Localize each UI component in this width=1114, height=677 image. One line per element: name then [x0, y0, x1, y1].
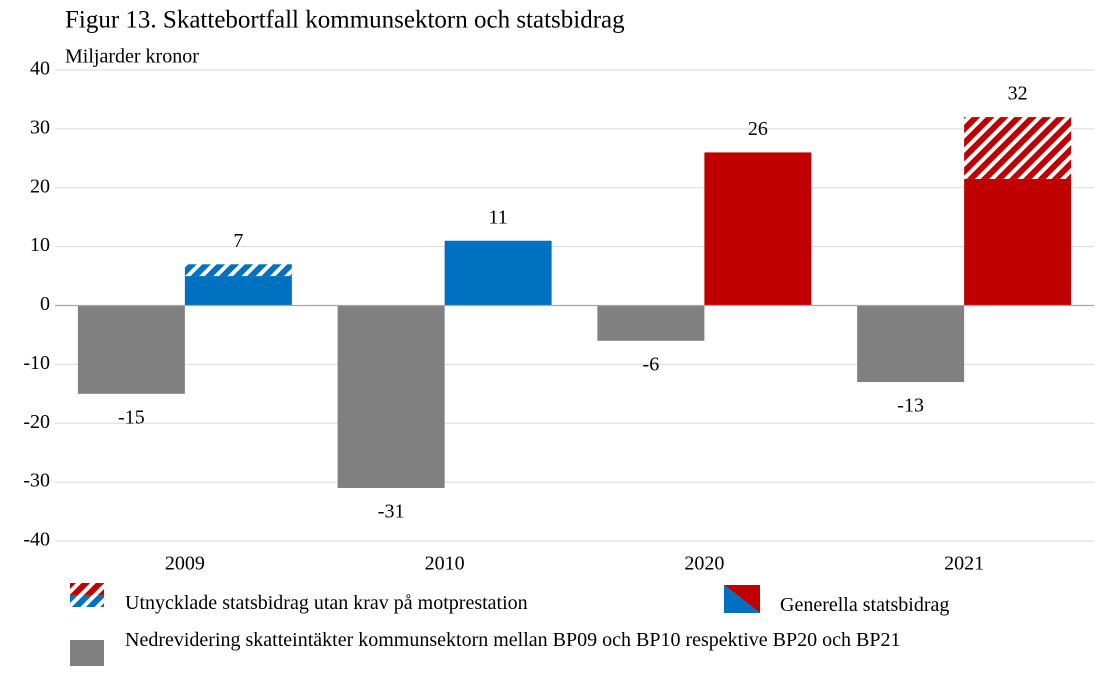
legend-swatch: [70, 595, 104, 607]
x-tick-label: 2020: [684, 553, 724, 575]
total-label: 11: [488, 206, 507, 228]
legend-swatch: [70, 583, 104, 595]
legend-label: Generella statsbidrag: [780, 594, 950, 616]
x-tick-label: 2021: [944, 553, 984, 575]
legend-swatch: [724, 585, 760, 613]
bar: [184, 276, 292, 306]
bar: [964, 117, 1072, 179]
bar: [597, 305, 705, 341]
bar: [857, 305, 965, 383]
chart-title: Figur 13. Skattebortfall kommunsektorn o…: [65, 7, 625, 34]
y-tick-label: 40: [30, 58, 50, 80]
total-label: 26: [748, 118, 768, 140]
legend-label: Utnycklade statsbidrag utan krav på motp…: [125, 592, 528, 614]
y-tick-label: -40: [23, 529, 50, 551]
bar: [964, 178, 1072, 306]
data-label: -13: [897, 395, 924, 417]
x-tick-label: 2010: [425, 553, 465, 575]
total-label: 7: [233, 230, 243, 252]
legend-swatch: [70, 640, 104, 666]
bar: [444, 240, 552, 306]
y-tick-label: 0: [40, 293, 50, 315]
data-label: -31: [378, 501, 405, 523]
data-label: -6: [643, 353, 660, 375]
y-tick-label: -20: [23, 411, 50, 433]
legend-label: Nedrevidering skatteintäkter kommunsekto…: [125, 629, 901, 651]
chart-subtitle: Miljarder kronor: [65, 46, 199, 68]
total-label: 32: [1008, 83, 1028, 105]
y-tick-label: -30: [23, 470, 50, 492]
bar: [337, 305, 445, 489]
y-tick-label: -10: [23, 352, 50, 374]
y-tick-label: 20: [30, 175, 50, 197]
y-tick-label: 10: [30, 234, 50, 256]
bar: [704, 152, 812, 306]
x-tick-label: 2009: [165, 553, 205, 575]
bar: [77, 305, 185, 394]
data-label: -15: [118, 406, 145, 428]
y-tick-label: 30: [30, 116, 50, 138]
bar: [184, 264, 292, 277]
